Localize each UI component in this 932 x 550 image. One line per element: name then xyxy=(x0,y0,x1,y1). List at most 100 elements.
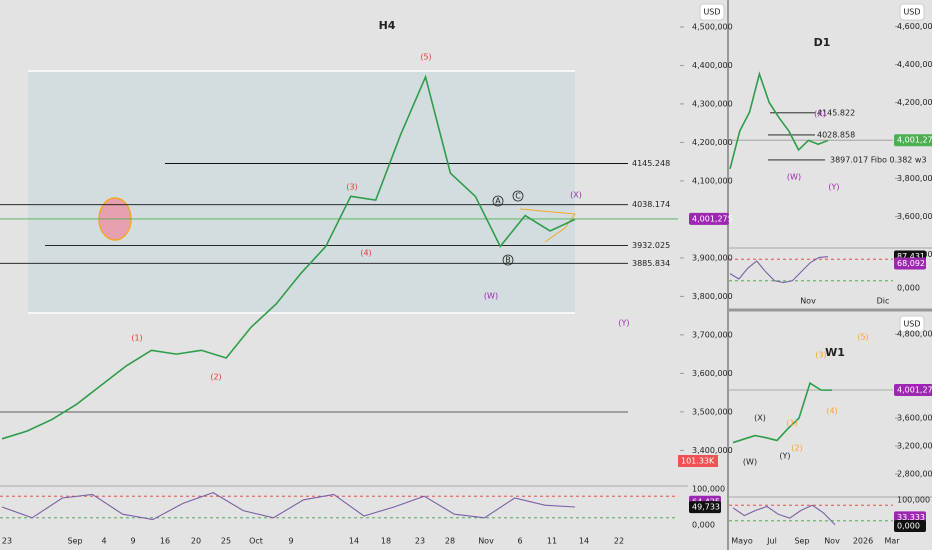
currency-box xyxy=(899,3,925,21)
y-tick-label: 3,600,000 xyxy=(692,369,733,378)
level-label: 3932.025 xyxy=(632,241,670,250)
level-label: 3897.017 Fibo 0.382 w3 xyxy=(830,155,927,164)
price-line xyxy=(729,71,829,170)
wave-label: B xyxy=(505,256,511,265)
y-tick-label: 4,400,000 xyxy=(692,61,733,70)
x-tick-label: Oct xyxy=(249,537,263,546)
volume-box xyxy=(678,455,718,467)
x-tick-label: Nov xyxy=(824,537,840,546)
price-line xyxy=(1,74,576,440)
x-tick-label: Sep xyxy=(794,537,809,546)
currency: USD xyxy=(903,8,920,17)
currency: USD xyxy=(703,8,720,17)
y-tick-label: 4,300,000 xyxy=(692,99,733,108)
level-label: 4145.248 xyxy=(632,159,670,168)
osc-line xyxy=(1,491,576,521)
panel-title: D1 xyxy=(814,36,831,49)
wave-label: (2) xyxy=(791,444,802,453)
y-tick-label: 4,500,000 xyxy=(692,22,733,31)
y-tick-label: 3,600,000 xyxy=(897,414,932,423)
wave-label: (5) xyxy=(857,333,868,342)
osc-line xyxy=(729,256,829,284)
y-tick-label: 3,500,000 xyxy=(692,407,733,416)
y-tick-label: 4,400,000 xyxy=(897,60,932,69)
x-tick-label: 28 xyxy=(445,537,455,546)
y-tick-label: 3,600,000 xyxy=(897,212,932,221)
wave-circle xyxy=(512,190,524,202)
y-tick-label: 4,200,000 xyxy=(897,98,932,107)
wave-label: (X) xyxy=(814,110,826,119)
x-tick-label: Dic xyxy=(877,297,890,306)
wave-label: (3) xyxy=(346,183,357,192)
y-tick-label: 3,700,000 xyxy=(692,330,733,339)
x-tick-label: Nov xyxy=(800,297,816,306)
level-label: 4145.822 xyxy=(817,108,855,117)
y-tick-label: 4,100,000 xyxy=(692,176,733,185)
wave-label: (Y) xyxy=(828,183,839,192)
x-tick-label: 6 xyxy=(517,537,522,546)
x-tick-label: 2026 xyxy=(853,537,873,546)
x-tick-label: 23 xyxy=(2,537,12,546)
osc-readout: 33,333 xyxy=(897,513,925,522)
wave-label: (X) xyxy=(754,414,766,423)
y-tick-label: 3,400,000 xyxy=(692,446,733,455)
currency-box xyxy=(699,3,725,21)
osc-readout-box xyxy=(689,501,721,514)
y-tick-label: 4,800,000 xyxy=(897,330,932,339)
wave-label: (2) xyxy=(210,373,221,382)
x-tick-label: Mar xyxy=(884,537,900,546)
x-tick-label: 25 xyxy=(221,537,231,546)
x-tick-label: Jul xyxy=(766,537,777,546)
currency: USD xyxy=(903,320,920,329)
y-tick-label: 3,200,000 xyxy=(897,442,932,451)
wave-label: (3) xyxy=(815,351,826,360)
osc-tick-label: 0,000 xyxy=(692,521,715,530)
y-tick-label: 3,800,000 xyxy=(897,174,932,183)
osc-readout: 49,733 xyxy=(692,503,720,512)
last-price-label: 4,001,275 xyxy=(897,386,932,395)
level-label: 4038.174 xyxy=(632,200,670,209)
osc-line xyxy=(732,504,836,526)
x-tick-label: 14 xyxy=(579,537,589,546)
wave-label: (Y) xyxy=(779,452,790,461)
last-price-box xyxy=(689,212,729,225)
profile-box xyxy=(28,71,575,313)
y-tick-label: 4,200,000 xyxy=(692,138,733,147)
wave-label: (1) xyxy=(131,334,142,343)
x-tick-label: Mayo xyxy=(731,537,753,546)
level-label: 4028.858 xyxy=(817,130,855,139)
x-tick-label: 22 xyxy=(614,537,624,546)
wave-label: (W) xyxy=(743,458,757,467)
y-tick-label: 2,800,000 xyxy=(897,470,932,479)
wave-label: (W) xyxy=(787,173,801,182)
y-tick-label: 4,600,000 xyxy=(897,22,932,31)
price-line xyxy=(732,381,832,444)
x-tick-label: 18 xyxy=(381,537,391,546)
osc-readout-box xyxy=(894,257,926,270)
wave-circle xyxy=(492,195,504,207)
level-label: 3885.834 xyxy=(632,259,670,268)
x-tick-label: 14 xyxy=(349,537,359,546)
x-tick-label: Nov xyxy=(478,537,494,546)
osc-readout: 87,431 xyxy=(897,252,925,261)
last-price-label: 4,001,275 xyxy=(897,136,932,145)
currency-box xyxy=(899,315,925,333)
x-tick-label: 9 xyxy=(130,537,135,546)
x-tick-label: Sep xyxy=(67,537,82,546)
wave-label: (4) xyxy=(360,249,371,258)
y-tick-label: 3,900,000 xyxy=(692,253,733,262)
wave-label: (5) xyxy=(420,53,431,62)
x-tick-label: 4 xyxy=(101,537,106,546)
wave-label: (1) xyxy=(786,419,797,428)
wave-label: A xyxy=(495,197,501,206)
panel-title: W1 xyxy=(825,346,845,359)
last-price-box xyxy=(894,384,932,397)
last-price-box xyxy=(894,134,932,147)
osc-readout: 68,092 xyxy=(897,259,925,268)
panel-title: H4 xyxy=(379,19,396,32)
last-price-label: 4,001,275 xyxy=(692,214,733,223)
x-tick-label: 11 xyxy=(547,537,557,546)
x-tick-label: 20 xyxy=(191,537,201,546)
